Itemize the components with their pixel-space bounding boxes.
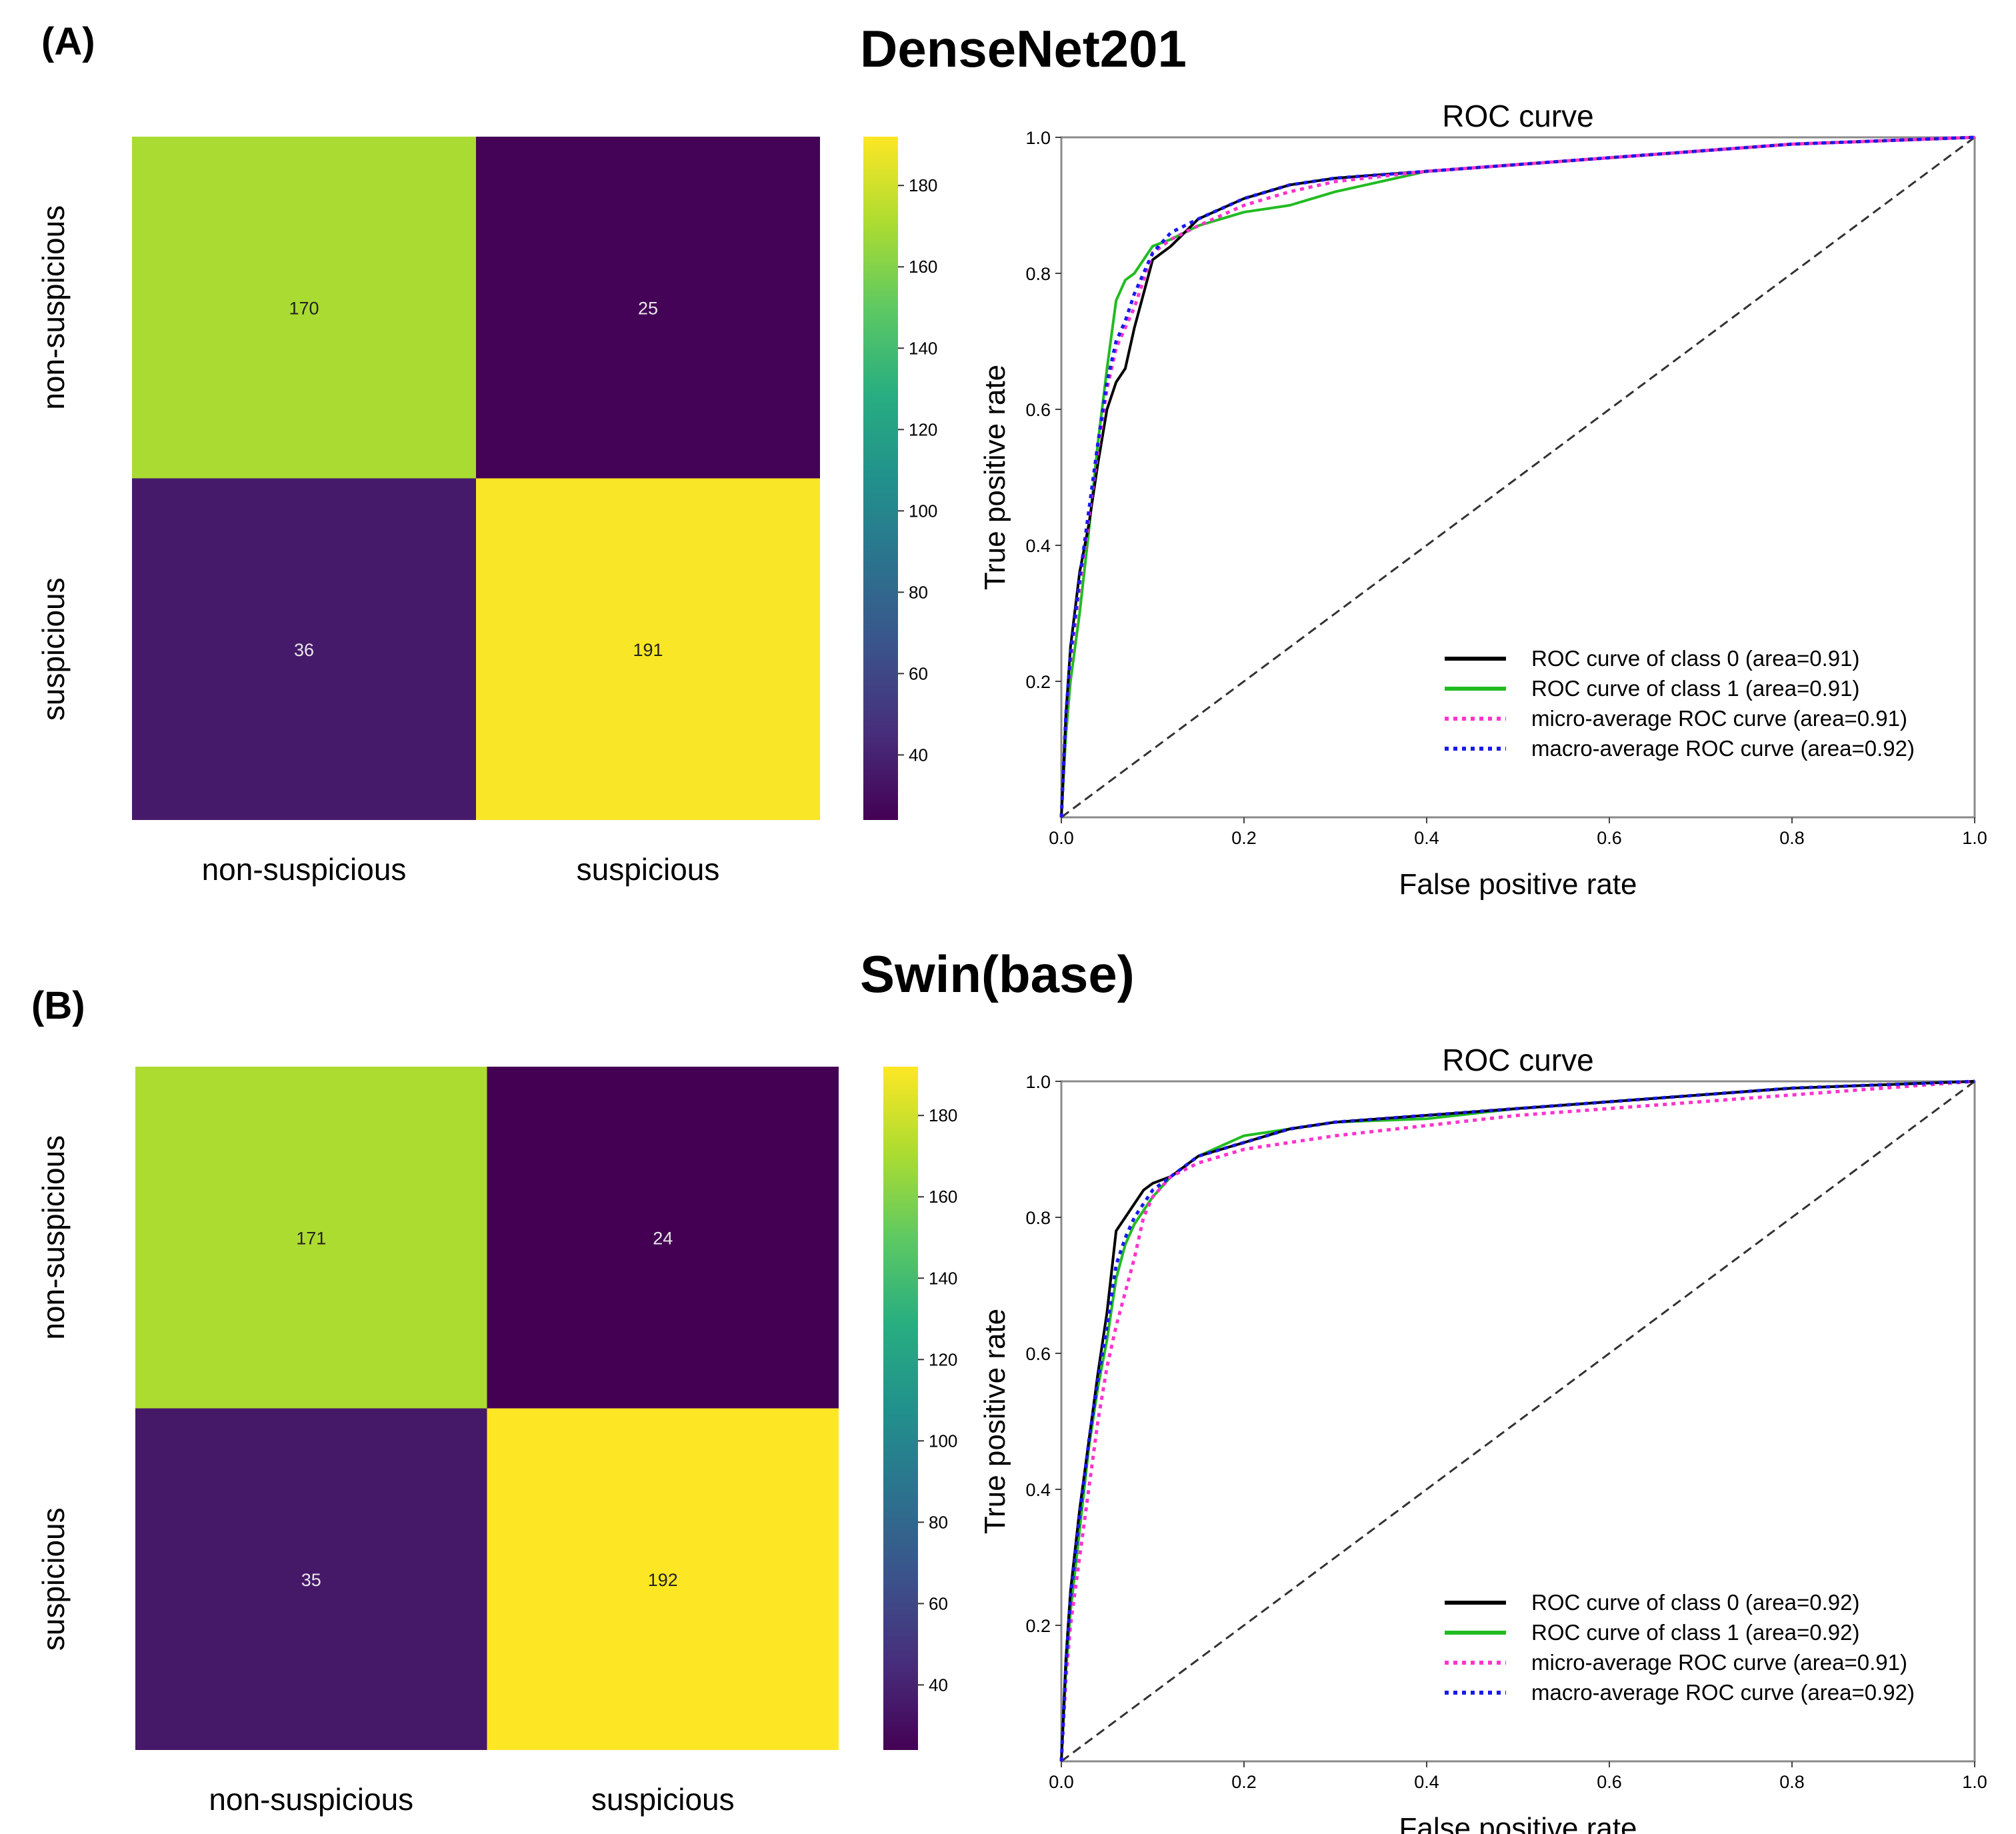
heatmap-cell — [135, 1067, 487, 1409]
colorbar — [863, 137, 898, 820]
heatmap-cell — [132, 137, 476, 479]
legend-entry: ROC curve of class 0 (area=0.91) — [1531, 646, 1859, 671]
roc-x-tick-label: 0.0 — [1049, 1772, 1074, 1792]
heatmap-cell — [476, 137, 820, 479]
heatmap-cell-value: 36 — [294, 640, 314, 660]
panel-label: (A) — [41, 20, 95, 63]
roc-x-axis-label: False positive rate — [1399, 1812, 1637, 1834]
heatmap-cell — [135, 1408, 487, 1750]
heatmap-col-label: suspicious — [577, 852, 720, 887]
roc-series-line — [1059, 1079, 1975, 1762]
roc-x-tick-label: 0.8 — [1779, 1772, 1805, 1792]
heatmap-cell-value: 192 — [648, 1570, 678, 1590]
colorbar-tick-label: 60 — [909, 663, 928, 683]
heatmap-row-label: non-suspicious — [36, 1135, 71, 1340]
roc-y-axis-label: True positive rate — [979, 1309, 1011, 1534]
heatmap-cell — [476, 478, 820, 820]
roc-x-tick-label: 0.6 — [1597, 828, 1622, 848]
roc-y-tick-label: 0.2 — [1025, 1616, 1051, 1636]
colorbar-tick-label: 60 — [929, 1593, 948, 1613]
roc-series-line — [1059, 135, 1975, 818]
colorbar-tick-label: 100 — [909, 501, 937, 521]
roc-x-tick-label: 0.0 — [1049, 828, 1074, 848]
heatmap-cell-value: 191 — [633, 640, 663, 660]
roc-y-tick-label: 0.6 — [1025, 1344, 1051, 1364]
colorbar-tick-label: 160 — [909, 257, 937, 277]
roc-title: ROC curve — [1442, 99, 1593, 133]
roc-y-tick-label: 0.2 — [1025, 672, 1051, 692]
roc-x-tick-label: 0.8 — [1779, 828, 1805, 848]
colorbar-tick-label: 120 — [909, 419, 937, 439]
heatmap-cell — [487, 1067, 839, 1409]
roc-title: ROC curve — [1442, 1043, 1593, 1077]
heatmap-col-label: non-suspicious — [209, 1782, 413, 1817]
roc-y-tick-label: 0.8 — [1025, 264, 1051, 284]
colorbar-tick-label: 160 — [929, 1187, 957, 1207]
roc-x-tick-label: 1.0 — [1962, 1772, 1987, 1792]
colorbar-tick-label: 180 — [929, 1105, 957, 1125]
colorbar-tick-label: 80 — [909, 582, 928, 602]
legend-entry: micro-average ROC curve (area=0.91) — [1531, 706, 1907, 731]
roc-x-tick-label: 0.4 — [1414, 828, 1439, 848]
heatmap-row-label: non-suspicious — [36, 205, 71, 410]
heatmap-cell-value: 24 — [653, 1228, 673, 1248]
roc-x-tick-label: 0.2 — [1231, 828, 1257, 848]
legend-entry: ROC curve of class 1 (area=0.91) — [1531, 676, 1859, 701]
colorbar-tick-label: 140 — [929, 1268, 957, 1288]
roc-y-tick-label: 1.0 — [1025, 128, 1051, 148]
roc-y-tick-label: 1.0 — [1025, 1072, 1051, 1092]
roc-x-axis-label: False positive rate — [1399, 868, 1637, 901]
heatmap-cell-value: 25 — [638, 298, 658, 318]
panel-title: DenseNet201 — [860, 19, 1187, 78]
heatmap-cell-value: 171 — [296, 1228, 326, 1248]
heatmap-cell-value: 170 — [289, 298, 319, 318]
panel-label: (B) — [31, 984, 85, 1027]
roc-y-axis-label: True positive rate — [979, 365, 1011, 590]
colorbar-tick-label: 40 — [909, 745, 928, 765]
roc-series-line — [1060, 1080, 1975, 1762]
legend-entry: micro-average ROC curve (area=0.91) — [1531, 1650, 1907, 1675]
colorbar-tick-label: 120 — [929, 1349, 957, 1369]
heatmap-row-label: suspicious — [36, 1507, 71, 1651]
colorbar-tick-label: 140 — [909, 338, 937, 358]
heatmap-col-label: non-suspicious — [202, 852, 407, 887]
legend-entry: ROC curve of class 0 (area=0.92) — [1531, 1590, 1859, 1615]
heatmap-row-label: suspicious — [36, 577, 71, 721]
colorbar-tick-label: 180 — [909, 175, 937, 195]
roc-plot-frame — [1060, 136, 1976, 819]
colorbar-tick-label: 100 — [929, 1431, 957, 1451]
colorbar-tick-label: 80 — [929, 1512, 948, 1532]
heatmap-col-label: suspicious — [591, 1782, 735, 1817]
roc-y-tick-label: 0.6 — [1025, 400, 1051, 420]
roc-x-tick-label: 0.4 — [1414, 1772, 1439, 1792]
legend-entry: ROC curve of class 1 (area=0.92) — [1531, 1620, 1859, 1645]
roc-y-tick-label: 0.4 — [1025, 536, 1051, 556]
roc-x-tick-label: 0.6 — [1597, 1772, 1622, 1792]
heatmap-cell — [132, 478, 476, 820]
heatmap-cell — [487, 1408, 839, 1750]
panel-title: Swin(base) — [860, 945, 1135, 1003]
roc-y-tick-label: 0.4 — [1025, 1480, 1051, 1500]
heatmap-cell-value: 35 — [301, 1570, 321, 1590]
colorbar — [883, 1067, 918, 1750]
legend-entry: macro-average ROC curve (area=0.92) — [1531, 1680, 1915, 1705]
legend-entry: macro-average ROC curve (area=0.92) — [1531, 736, 1915, 761]
colorbar-tick-label: 40 — [929, 1675, 948, 1695]
roc-x-tick-label: 1.0 — [1962, 828, 1987, 848]
roc-x-tick-label: 0.2 — [1231, 1772, 1257, 1792]
roc-plot-frame — [1060, 1080, 1976, 1763]
roc-y-tick-label: 0.8 — [1025, 1208, 1051, 1228]
